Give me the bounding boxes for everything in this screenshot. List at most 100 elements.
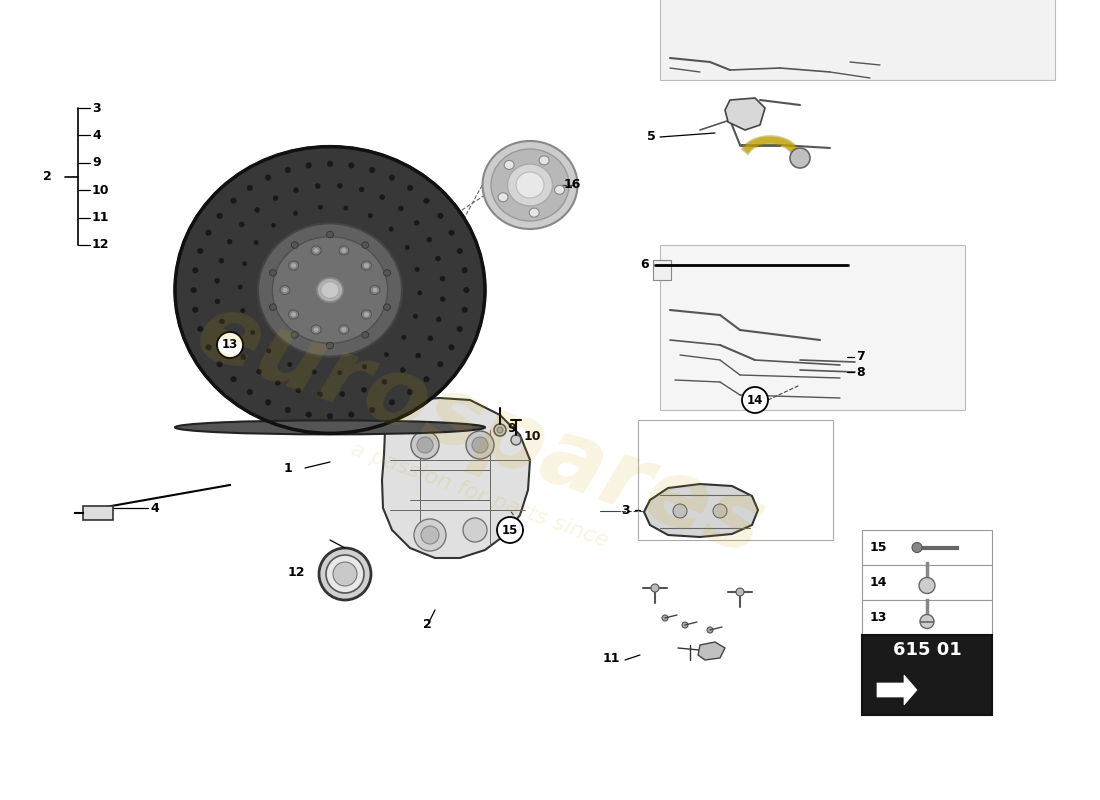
Circle shape — [256, 369, 262, 374]
Circle shape — [682, 622, 688, 628]
Bar — [653, 260, 671, 280]
Circle shape — [326, 555, 364, 593]
Polygon shape — [698, 642, 725, 660]
Circle shape — [438, 213, 443, 218]
Circle shape — [400, 368, 405, 373]
Polygon shape — [725, 98, 764, 130]
Circle shape — [255, 207, 260, 212]
Circle shape — [440, 276, 446, 281]
FancyBboxPatch shape — [660, 0, 1055, 80]
Circle shape — [362, 387, 366, 392]
Circle shape — [287, 362, 292, 366]
Ellipse shape — [327, 342, 333, 349]
Circle shape — [436, 317, 441, 322]
Circle shape — [349, 162, 354, 168]
Ellipse shape — [363, 262, 370, 268]
Bar — [862, 530, 992, 565]
Bar — [862, 635, 992, 715]
Circle shape — [713, 504, 727, 518]
Circle shape — [306, 162, 311, 168]
Text: 1: 1 — [284, 462, 292, 474]
Circle shape — [673, 504, 688, 518]
Circle shape — [254, 241, 258, 245]
Ellipse shape — [507, 164, 552, 206]
Circle shape — [472, 437, 488, 453]
Circle shape — [265, 174, 271, 180]
Circle shape — [462, 307, 468, 313]
Text: 3: 3 — [92, 102, 100, 114]
Circle shape — [190, 287, 197, 293]
Ellipse shape — [270, 270, 276, 276]
Circle shape — [662, 615, 668, 621]
Circle shape — [466, 431, 494, 459]
Circle shape — [418, 290, 422, 295]
Text: 2: 2 — [422, 618, 431, 631]
Ellipse shape — [341, 327, 346, 332]
Circle shape — [424, 198, 429, 203]
Circle shape — [251, 330, 255, 334]
Ellipse shape — [504, 161, 514, 170]
Circle shape — [402, 335, 406, 339]
Ellipse shape — [290, 262, 297, 268]
Bar — [862, 600, 992, 635]
Circle shape — [494, 424, 506, 436]
Ellipse shape — [362, 242, 369, 248]
Circle shape — [407, 390, 412, 395]
Ellipse shape — [327, 231, 333, 238]
Circle shape — [192, 267, 198, 273]
Circle shape — [272, 223, 276, 227]
Circle shape — [368, 214, 373, 218]
Polygon shape — [877, 675, 917, 705]
Ellipse shape — [258, 223, 402, 357]
Ellipse shape — [372, 287, 378, 293]
Text: a passion for parts since: a passion for parts since — [349, 439, 612, 551]
Circle shape — [285, 407, 290, 413]
Circle shape — [920, 614, 934, 629]
Circle shape — [463, 518, 487, 542]
Circle shape — [497, 517, 522, 543]
Circle shape — [316, 183, 320, 189]
Ellipse shape — [339, 325, 349, 334]
Text: 11: 11 — [603, 651, 620, 665]
Ellipse shape — [314, 327, 319, 332]
Circle shape — [436, 256, 440, 261]
Ellipse shape — [362, 310, 372, 319]
Text: 6: 6 — [640, 258, 649, 271]
Circle shape — [242, 262, 246, 266]
Ellipse shape — [491, 149, 569, 221]
Circle shape — [192, 307, 198, 313]
Circle shape — [294, 188, 298, 193]
Circle shape — [318, 392, 322, 397]
Circle shape — [318, 205, 322, 210]
Text: 16: 16 — [564, 178, 582, 191]
Circle shape — [198, 248, 204, 254]
Circle shape — [379, 194, 385, 200]
Circle shape — [275, 380, 280, 386]
Text: eurospares: eurospares — [184, 285, 777, 575]
Circle shape — [456, 248, 462, 254]
Circle shape — [497, 427, 503, 433]
Circle shape — [428, 336, 433, 341]
Ellipse shape — [273, 237, 387, 343]
Circle shape — [918, 578, 935, 594]
Text: 10: 10 — [524, 430, 541, 443]
Text: 14: 14 — [870, 576, 888, 589]
Ellipse shape — [175, 420, 485, 434]
Text: 15: 15 — [502, 523, 518, 537]
Circle shape — [440, 297, 446, 302]
Circle shape — [417, 437, 433, 453]
Text: 9: 9 — [507, 422, 516, 434]
Circle shape — [411, 431, 439, 459]
Ellipse shape — [288, 310, 298, 319]
Ellipse shape — [290, 312, 297, 318]
Circle shape — [405, 246, 409, 250]
Ellipse shape — [292, 242, 298, 248]
Circle shape — [327, 161, 333, 166]
Ellipse shape — [317, 278, 343, 302]
Text: 3: 3 — [621, 503, 630, 517]
Circle shape — [240, 222, 244, 227]
Text: 12: 12 — [287, 566, 305, 578]
Circle shape — [219, 258, 224, 263]
Circle shape — [389, 174, 395, 180]
Circle shape — [206, 345, 211, 350]
